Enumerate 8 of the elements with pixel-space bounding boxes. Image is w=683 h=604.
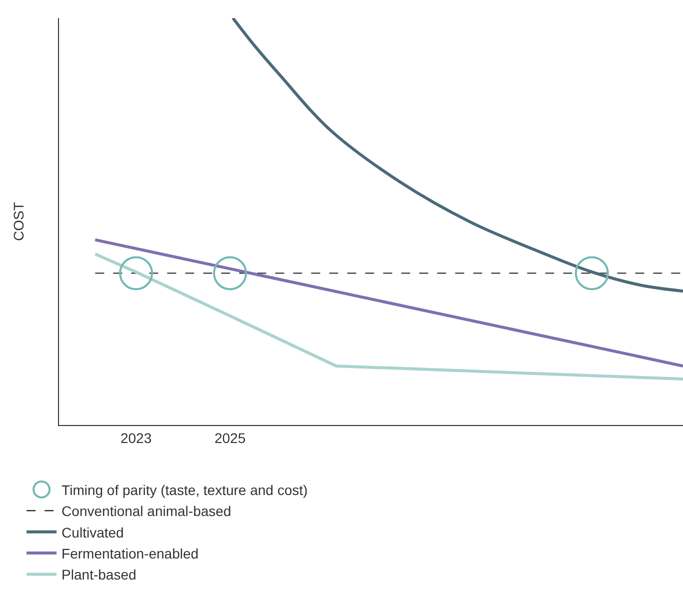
x-tick-label: 2025	[214, 430, 246, 446]
legend-label: Conventional animal-based	[62, 503, 232, 520]
legend-label: Timing of parity (taste, texture and cost)	[62, 482, 308, 498]
legend-label: Plant-based	[62, 566, 136, 583]
x-tick-label: 2023	[120, 430, 152, 446]
legend-label: Fermentation-enabled	[62, 546, 199, 562]
y-axis-title: COST	[10, 202, 27, 241]
legend-label: Cultivated	[62, 524, 124, 540]
